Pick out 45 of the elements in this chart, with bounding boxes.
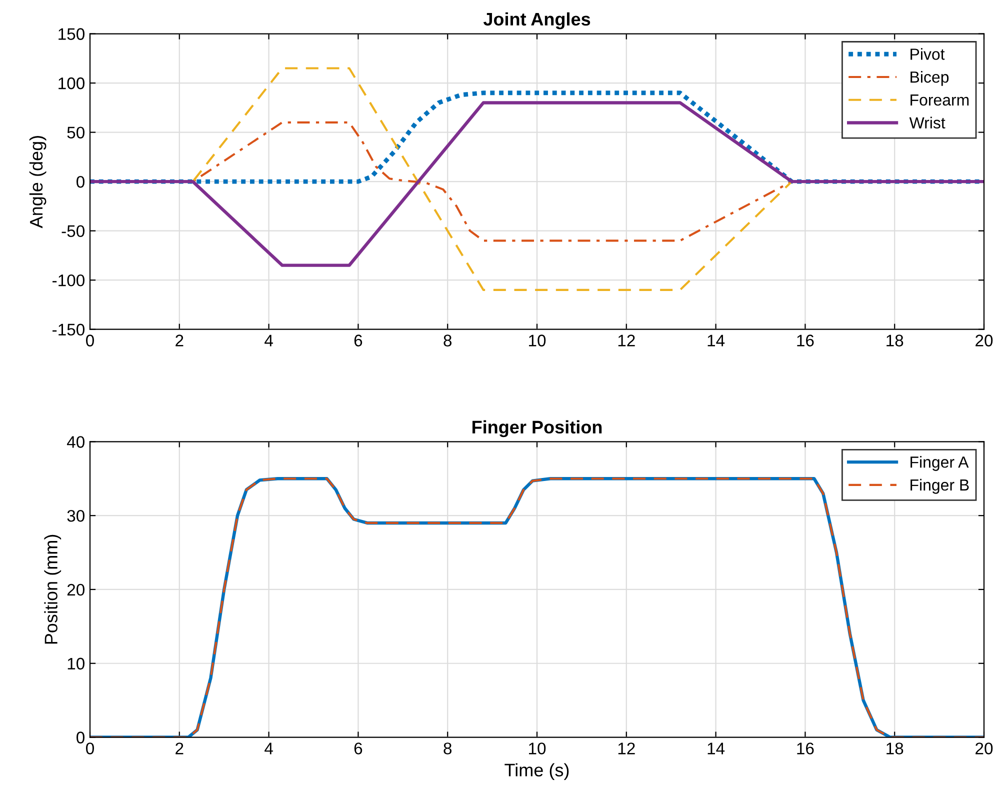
legend-label: Finger B bbox=[910, 478, 969, 494]
x-tick-label: 8 bbox=[444, 334, 452, 346]
x-tick-label: 12 bbox=[618, 742, 635, 754]
y-tick-label: 20 bbox=[67, 584, 84, 596]
x-tick-label: 8 bbox=[444, 742, 452, 754]
x-tick-label: 14 bbox=[708, 742, 725, 754]
x-tick-label: 0 bbox=[86, 742, 94, 754]
y-tick-label: 30 bbox=[67, 510, 84, 522]
x-tick-label: 4 bbox=[264, 334, 273, 346]
y-tick-label: 100 bbox=[58, 77, 84, 90]
y-tick-label: 0 bbox=[76, 732, 84, 744]
x-tick-label: 20 bbox=[976, 742, 993, 754]
legend-label: Pivot bbox=[910, 48, 945, 60]
y-tick-label: 50 bbox=[67, 126, 84, 138]
y-tick-label: -150 bbox=[52, 324, 84, 336]
legend-label: Forearm bbox=[910, 94, 969, 106]
x-tick-label: 18 bbox=[886, 334, 904, 346]
x-tick-label: 18 bbox=[886, 742, 904, 754]
x-tick-label: 12 bbox=[618, 334, 635, 346]
y-tick-label: 0 bbox=[76, 176, 84, 188]
legend-label: Bicep bbox=[910, 71, 949, 86]
chart-title: Joint Angles bbox=[483, 12, 590, 30]
y-tick-label: -50 bbox=[62, 225, 84, 238]
x-tick-label: 6 bbox=[354, 742, 362, 754]
y-axis-title: Position (mm) bbox=[44, 534, 62, 644]
y-tick-label: 150 bbox=[58, 28, 84, 40]
x-tick-label: 4 bbox=[264, 742, 273, 754]
chart-title: Finger Position bbox=[472, 420, 602, 438]
y-tick-label: 40 bbox=[66, 436, 84, 448]
x-tick-label: 16 bbox=[797, 334, 814, 346]
x-tick-label: 6 bbox=[354, 334, 362, 346]
x-tick-label: 16 bbox=[797, 742, 814, 754]
x-tick-label: 10 bbox=[529, 742, 546, 754]
x-tick-label: 14 bbox=[708, 334, 725, 346]
x-tick-label: 0 bbox=[86, 334, 94, 346]
legend-label: Finger A bbox=[910, 456, 969, 471]
x-tick-label: 10 bbox=[529, 334, 546, 346]
y-tick-label: -100 bbox=[52, 274, 84, 286]
y-tick-label: 10 bbox=[68, 658, 84, 670]
y-axis-title: Angle (deg) bbox=[29, 136, 46, 228]
legend-label: Wrist bbox=[909, 116, 946, 128]
x-tick-label: 2 bbox=[176, 334, 184, 346]
x-tick-label: 20 bbox=[976, 334, 993, 346]
x-axis-title: Time (s) bbox=[504, 763, 569, 780]
x-tick-label: 2 bbox=[176, 742, 184, 754]
